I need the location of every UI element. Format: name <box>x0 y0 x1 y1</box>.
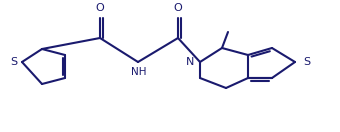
Text: O: O <box>174 3 182 13</box>
Text: S: S <box>303 57 310 67</box>
Text: O: O <box>96 3 104 13</box>
Text: N: N <box>186 57 194 67</box>
Text: NH: NH <box>131 67 147 77</box>
Text: S: S <box>10 57 17 67</box>
